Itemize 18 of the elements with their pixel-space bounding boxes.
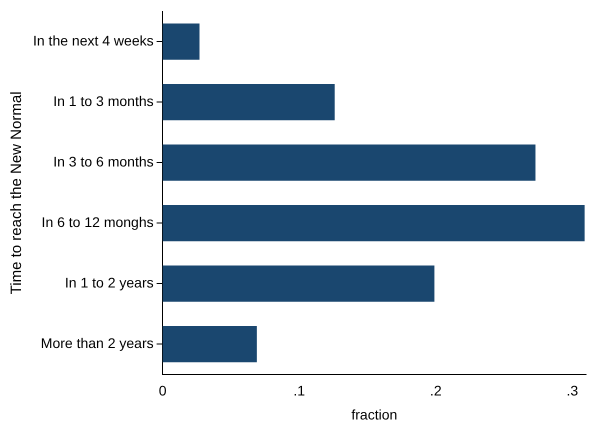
x-axis-title: fraction	[351, 406, 398, 422]
y-tick-label: In 6 to 12 monghs	[42, 214, 154, 230]
y-tick-label: In 3 to 6 months	[53, 154, 154, 170]
y-tick-label: In 1 to 3 months	[53, 93, 154, 110]
bar	[162, 266, 434, 302]
bar	[162, 326, 257, 362]
x-tick-label: .3	[566, 382, 578, 399]
x-tick-label: .2	[430, 382, 442, 399]
x-tick-label: .1	[293, 382, 306, 399]
y-tick-label: In 1 to 2 years	[64, 274, 154, 291]
bar	[162, 84, 335, 120]
bar	[162, 205, 585, 242]
bar	[162, 24, 200, 60]
x-tick-label: 0	[158, 382, 167, 399]
y-tick-label: In the next 4 weeks	[32, 32, 154, 49]
y-tick-label: More than 2 years	[40, 335, 154, 352]
y-axis-title: Time to reach the New Normal	[8, 91, 26, 294]
bar	[162, 144, 536, 181]
